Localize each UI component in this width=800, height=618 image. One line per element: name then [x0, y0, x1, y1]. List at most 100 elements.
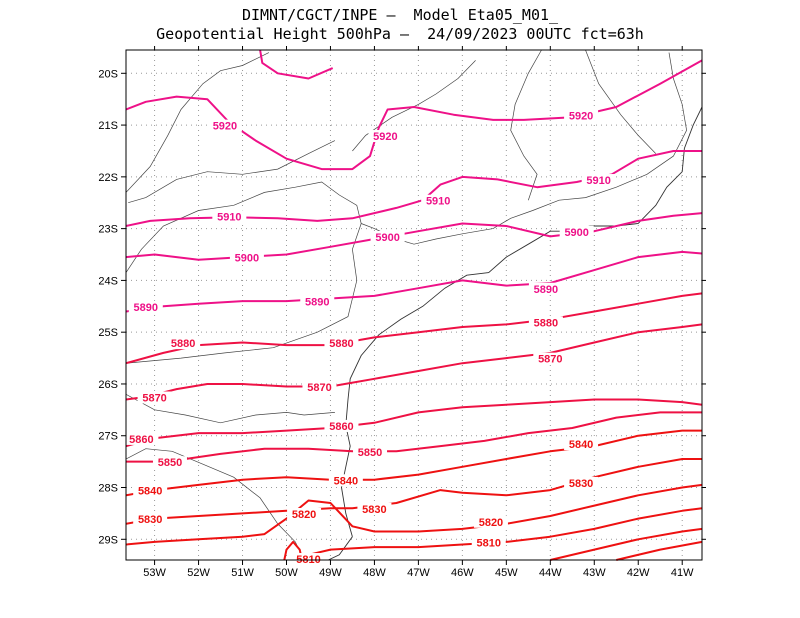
state-boundary	[125, 393, 335, 424]
y-tick-label: 28S	[98, 483, 118, 495]
y-tick-label: 24S	[98, 275, 118, 287]
contour-5800	[550, 527, 703, 561]
x-tick-label: 41W	[671, 567, 694, 579]
contour-label-bg	[137, 391, 172, 404]
contour-label-5890: 5890	[305, 297, 329, 309]
contour-label-bg	[324, 337, 359, 350]
state-boundary	[585, 49, 657, 154]
contour-label-5900: 5900	[235, 253, 259, 265]
y-tick-label: 22S	[98, 172, 118, 184]
state-boundary	[352, 60, 476, 152]
y-tick-label: 27S	[98, 431, 118, 443]
x-tick-label: 47W	[407, 567, 430, 579]
contour-label-5830: 5830	[138, 514, 162, 526]
state-boundary	[510, 49, 542, 201]
state-boundary	[125, 448, 305, 561]
contour-label-bg	[528, 282, 563, 295]
contour-label-bg	[287, 507, 322, 520]
contour-label-5840: 5840	[334, 475, 358, 487]
contour-label-5830: 5830	[362, 504, 386, 516]
x-tick-label: 52W	[187, 567, 210, 579]
contour-label-5890: 5890	[134, 302, 158, 314]
map-frame	[125, 49, 703, 561]
contour-5870	[125, 323, 703, 401]
contour-label-5900: 5900	[375, 232, 399, 244]
x-tick-label: 53W	[143, 567, 166, 579]
contour-5920	[259, 49, 334, 80]
contour-label-5880: 5880	[329, 338, 353, 350]
contour-label-5840: 5840	[569, 439, 593, 451]
contour-label-5860: 5860	[129, 434, 153, 446]
contour-5900	[125, 212, 703, 261]
state-boundary	[125, 52, 270, 193]
title-line-2: Geopotential Height 500hPa – 24/09/2023 …	[156, 25, 644, 43]
contour-label-layer: 5920 5920 5920 5910 5910 5910 5900 5900 5900 5890…	[124, 109, 616, 566]
x-tick-label: 44W	[539, 567, 562, 579]
contour-label-bg	[207, 119, 242, 132]
contour-5840	[125, 429, 702, 497]
contour-label-bg	[581, 174, 616, 187]
contour-label-5910: 5910	[426, 196, 450, 208]
contour-label-5850: 5850	[158, 457, 182, 469]
contour-label-5920: 5920	[373, 131, 397, 143]
contour-5790	[616, 540, 703, 561]
y-tick-label: 20S	[98, 68, 118, 80]
contour-label-bg	[357, 502, 392, 515]
contour-label-5880: 5880	[534, 317, 558, 329]
contour-5820	[125, 483, 703, 546]
state-boundary	[128, 140, 336, 204]
contour-label-bg	[421, 194, 456, 207]
contour-label-5850: 5850	[358, 447, 382, 459]
contour-label-bg	[212, 210, 247, 223]
y-tick-label: 29S	[98, 534, 118, 546]
contour-label-bg	[353, 445, 388, 458]
y-tick-label: 21S	[98, 120, 118, 132]
contour-label-5830: 5830	[569, 478, 593, 490]
contour-label-bg	[302, 381, 337, 394]
contour-label-bg	[324, 419, 359, 432]
y-tick-label: 26S	[98, 379, 118, 391]
contour-label-bg	[133, 513, 168, 526]
y-tick-label: 23S	[98, 224, 118, 236]
contour-label-5810: 5810	[477, 537, 501, 549]
contour-label-bg	[559, 225, 594, 238]
contour-label-5860: 5860	[329, 421, 353, 433]
x-tick-label: 50W	[275, 567, 298, 579]
y-tick-label: 25S	[98, 327, 118, 339]
contour-label-5910: 5910	[586, 175, 610, 187]
contour-label-5870: 5870	[307, 382, 331, 394]
contour-label-5840: 5840	[138, 486, 162, 498]
contour-label-5880: 5880	[171, 338, 195, 350]
contour-label-5920: 5920	[569, 110, 593, 122]
contour-label-bg	[564, 109, 599, 122]
contour-label-bg	[128, 300, 163, 313]
contour-label-bg	[328, 474, 363, 487]
contour-label-bg	[370, 230, 405, 243]
contour-label-5870: 5870	[142, 392, 166, 404]
contour-5880	[125, 292, 703, 365]
axis-tick-layer: 53W 52W 51W 50W 49W 48W 47W 46W 45W 44W 43W 42W 41W 2…	[98, 46, 706, 579]
x-tick-label: 43W	[583, 567, 606, 579]
state-boundary	[361, 52, 687, 245]
contour-label-bg	[528, 316, 563, 329]
contour-label-5820: 5820	[479, 517, 503, 529]
contour-label-5870: 5870	[538, 354, 562, 366]
contour-label-bg	[564, 476, 599, 489]
contour-label-5920: 5920	[213, 121, 237, 133]
contour-label-bg	[229, 251, 264, 264]
x-tick-label: 49W	[319, 567, 342, 579]
contour-label-bg	[564, 438, 599, 451]
contour-label-bg	[124, 432, 159, 445]
state-boundary	[125, 223, 362, 364]
contour-label-bg	[533, 352, 568, 365]
contour-label-bg	[133, 484, 168, 497]
contour-label-5890: 5890	[534, 284, 558, 296]
contour-label-bg	[471, 536, 506, 549]
coastline-south	[328, 536, 353, 561]
coastline	[341, 106, 703, 537]
contour-5860	[125, 398, 703, 448]
contour-label-5820: 5820	[292, 509, 316, 521]
x-tick-label: 51W	[231, 567, 254, 579]
contour-label-5910: 5910	[217, 211, 241, 223]
